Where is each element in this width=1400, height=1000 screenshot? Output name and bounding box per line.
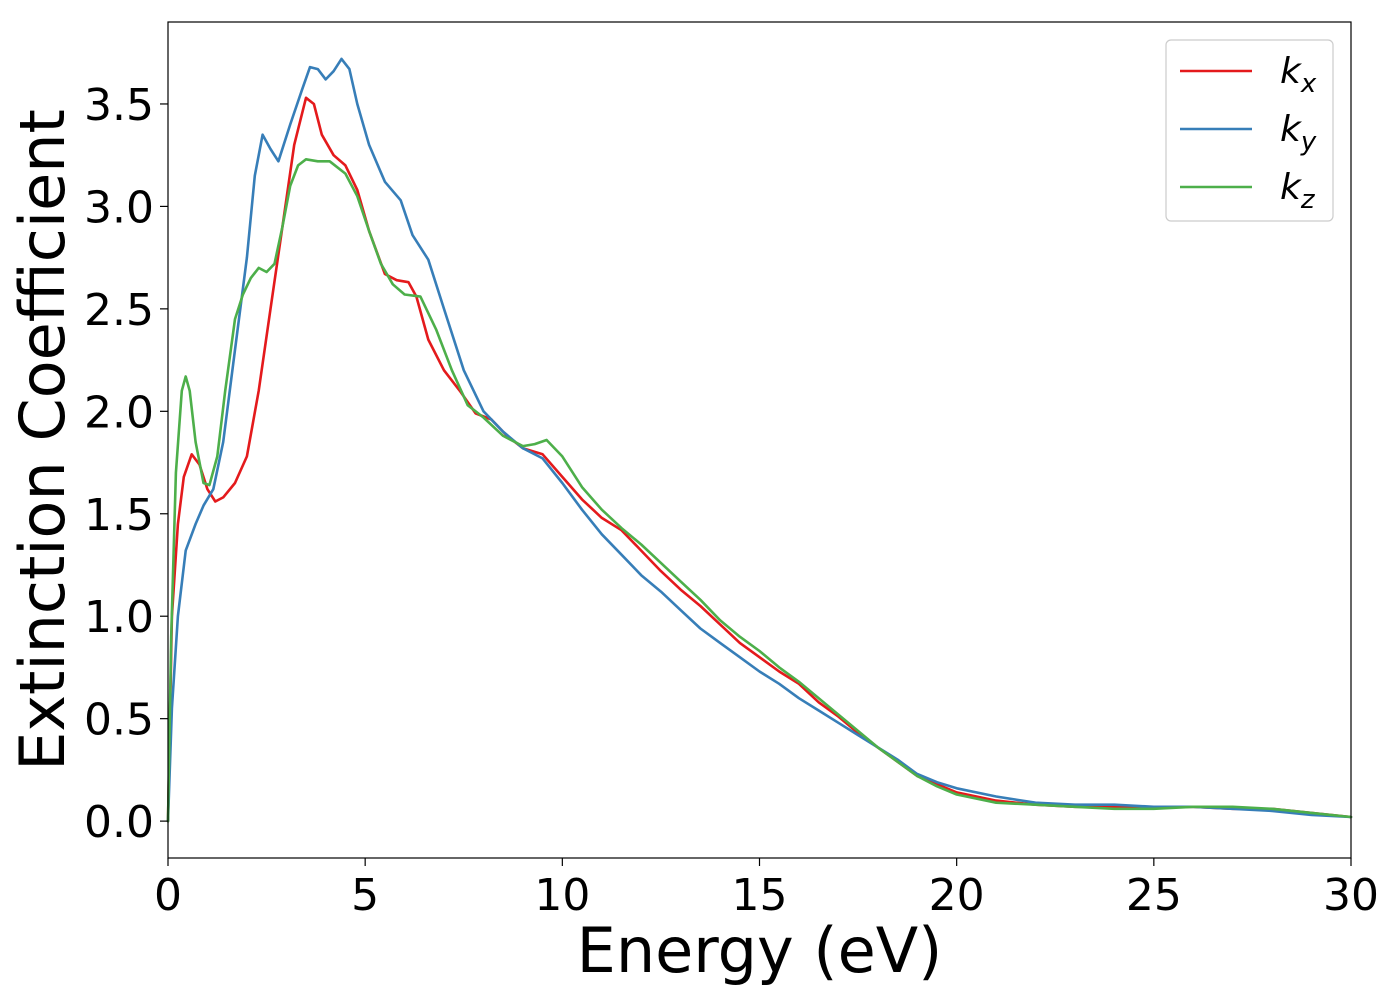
plot-background: [168, 22, 1351, 858]
x-axis: 0 5 10 15 20 25 30: [154, 858, 1379, 921]
y-tick-label: 1.5: [84, 490, 154, 541]
y-tick-label: 1.0: [84, 592, 154, 643]
x-tick-label: 10: [534, 870, 590, 921]
y-axis-title: Extinction Coefficient: [6, 109, 79, 771]
legend: kx ky kz: [1165, 39, 1334, 222]
x-tick-label: 20: [929, 870, 985, 921]
x-axis-title: Energy (eV): [577, 914, 943, 987]
series-line-kz: [166, 158, 1353, 823]
y-tick-label: 0.5: [84, 695, 154, 746]
legend-label-kx: kx: [1280, 51, 1317, 99]
legend-label-kz: kz: [1280, 167, 1316, 215]
y-tick-label: 0.0: [84, 797, 154, 848]
y-tick-label: 2.0: [84, 387, 154, 438]
legend-label-ky: ky: [1280, 109, 1317, 157]
y-axis: 0.0 0.5 1.0 1.5 2.0 2.5 3.0 3.5: [84, 80, 168, 848]
x-tick-label: 0: [154, 870, 182, 921]
x-tick-label: 15: [732, 870, 788, 921]
x-tick-label: 30: [1323, 870, 1379, 921]
x-tick-label: 25: [1126, 870, 1182, 921]
y-tick-label: 3.5: [84, 80, 154, 131]
series-layer: [166, 57, 1353, 823]
legend-box: [1165, 39, 1334, 222]
y-tick-label: 2.5: [84, 285, 154, 336]
series-line-ky: [166, 57, 1353, 823]
y-tick-label: 3.0: [84, 182, 154, 233]
x-tick-label: 5: [351, 870, 379, 921]
